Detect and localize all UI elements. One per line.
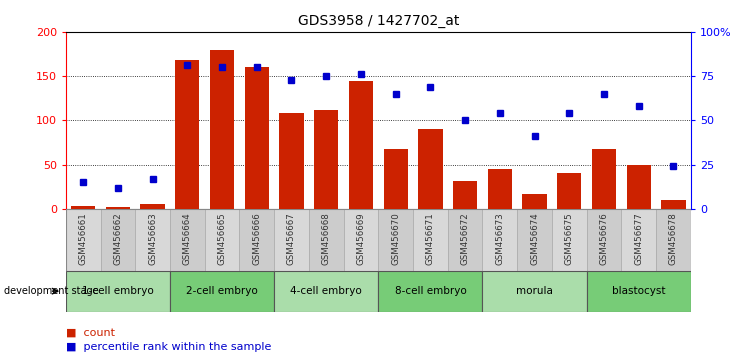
Text: GSM456662: GSM456662 bbox=[113, 212, 122, 265]
Bar bbox=[66, 271, 170, 312]
Bar bbox=[279, 113, 303, 209]
Bar bbox=[349, 81, 373, 209]
Bar bbox=[274, 209, 308, 271]
Text: GSM456676: GSM456676 bbox=[599, 212, 608, 265]
Bar bbox=[447, 209, 482, 271]
Bar bbox=[106, 207, 130, 209]
Bar bbox=[245, 67, 269, 209]
Bar bbox=[71, 206, 95, 209]
Text: GSM456661: GSM456661 bbox=[79, 212, 88, 265]
Bar bbox=[378, 271, 482, 312]
Bar bbox=[175, 60, 200, 209]
Bar bbox=[205, 209, 239, 271]
Bar bbox=[488, 169, 512, 209]
Text: 8-cell embryo: 8-cell embryo bbox=[395, 286, 466, 296]
Bar bbox=[274, 271, 379, 312]
Text: GSM456666: GSM456666 bbox=[252, 212, 261, 265]
Text: GSM456678: GSM456678 bbox=[669, 212, 678, 265]
Bar bbox=[586, 209, 621, 271]
Text: GSM456664: GSM456664 bbox=[183, 212, 192, 265]
Bar bbox=[66, 209, 100, 271]
Bar bbox=[140, 205, 164, 209]
Bar bbox=[453, 181, 477, 209]
Bar bbox=[308, 209, 344, 271]
Bar bbox=[552, 209, 586, 271]
Text: GSM456671: GSM456671 bbox=[426, 212, 435, 265]
Bar bbox=[523, 194, 547, 209]
Text: GSM456674: GSM456674 bbox=[530, 212, 539, 265]
Text: development stage: development stage bbox=[4, 286, 98, 296]
Bar bbox=[592, 149, 616, 209]
Bar bbox=[482, 271, 586, 312]
Bar bbox=[170, 209, 205, 271]
Bar bbox=[384, 149, 408, 209]
Bar bbox=[379, 209, 413, 271]
Text: ■  count: ■ count bbox=[66, 328, 115, 338]
Bar bbox=[314, 110, 338, 209]
Bar bbox=[344, 209, 379, 271]
Bar bbox=[626, 165, 651, 209]
Bar bbox=[557, 173, 581, 209]
Bar bbox=[135, 209, 170, 271]
Text: GSM456675: GSM456675 bbox=[565, 212, 574, 265]
Bar bbox=[517, 209, 552, 271]
Text: GSM456677: GSM456677 bbox=[635, 212, 643, 265]
Bar bbox=[621, 209, 656, 271]
Text: 4-cell embryo: 4-cell embryo bbox=[290, 286, 362, 296]
Bar bbox=[239, 209, 274, 271]
Text: GSM456670: GSM456670 bbox=[391, 212, 400, 265]
Text: GSM456665: GSM456665 bbox=[218, 212, 227, 265]
Bar bbox=[100, 209, 135, 271]
Bar bbox=[170, 271, 274, 312]
Text: 2-cell embryo: 2-cell embryo bbox=[186, 286, 258, 296]
Text: GSM456667: GSM456667 bbox=[287, 212, 296, 265]
Text: GSM456673: GSM456673 bbox=[496, 212, 504, 265]
Text: morula: morula bbox=[516, 286, 553, 296]
Title: GDS3958 / 1427702_at: GDS3958 / 1427702_at bbox=[298, 14, 459, 28]
Text: ■  percentile rank within the sample: ■ percentile rank within the sample bbox=[66, 342, 271, 352]
Bar bbox=[586, 271, 691, 312]
Bar bbox=[413, 209, 447, 271]
Bar bbox=[482, 209, 518, 271]
Bar bbox=[662, 200, 686, 209]
Text: GSM456672: GSM456672 bbox=[461, 212, 469, 265]
Text: GSM456663: GSM456663 bbox=[148, 212, 157, 265]
Text: GSM456669: GSM456669 bbox=[357, 212, 366, 264]
Text: GSM456668: GSM456668 bbox=[322, 212, 330, 265]
Bar bbox=[656, 209, 691, 271]
Bar bbox=[418, 129, 442, 209]
Text: blastocyst: blastocyst bbox=[612, 286, 665, 296]
Bar bbox=[210, 50, 234, 209]
Text: 1-cell embryo: 1-cell embryo bbox=[82, 286, 154, 296]
